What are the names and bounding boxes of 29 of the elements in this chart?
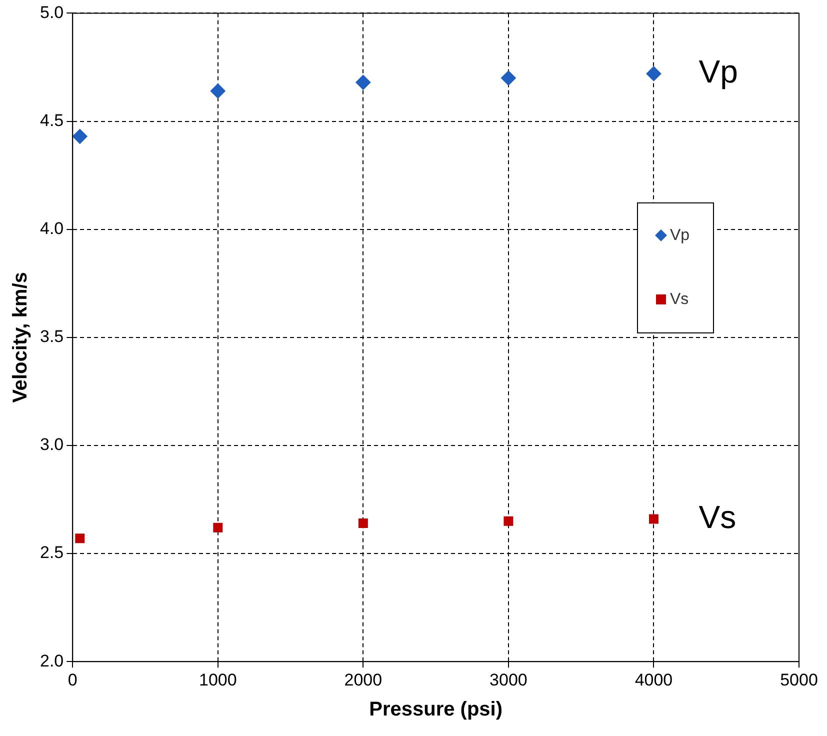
legend-label: Vp — [670, 226, 690, 244]
x-tick-label: 1000 — [198, 670, 237, 690]
y-tick-label: 2.5 — [40, 543, 64, 562]
point — [75, 534, 85, 544]
point — [72, 128, 88, 144]
point — [500, 70, 516, 86]
point — [504, 516, 514, 526]
point — [358, 518, 368, 528]
x-tick-label: 3000 — [490, 670, 528, 690]
point — [210, 84, 226, 99]
x-tick-label: 4000 — [634, 670, 673, 690]
y-tick-label: 4.0 — [40, 219, 64, 238]
x-tick-label: 0 — [68, 670, 78, 690]
point — [646, 66, 662, 82]
y-tick-label: 5.0 — [40, 2, 64, 22]
legend-label: Vs — [670, 290, 689, 308]
point — [648, 514, 658, 524]
x-tick-label: 5000 — [780, 670, 818, 690]
point — [213, 522, 223, 532]
point — [356, 74, 371, 90]
y-tick-label: 3.0 — [40, 435, 64, 454]
y-tick-label: 3.5 — [40, 327, 64, 346]
y-tick-label: 2.0 — [40, 651, 64, 670]
annotation: Vs — [698, 498, 736, 535]
y-tick-label: 4.5 — [40, 110, 64, 130]
y-axis-title: Velocity, km/s — [10, 272, 32, 403]
x-tick-label: 2000 — [344, 670, 382, 690]
x-axis-title: Pressure (psi) — [369, 698, 503, 721]
annotation: Vp — [698, 54, 738, 90]
